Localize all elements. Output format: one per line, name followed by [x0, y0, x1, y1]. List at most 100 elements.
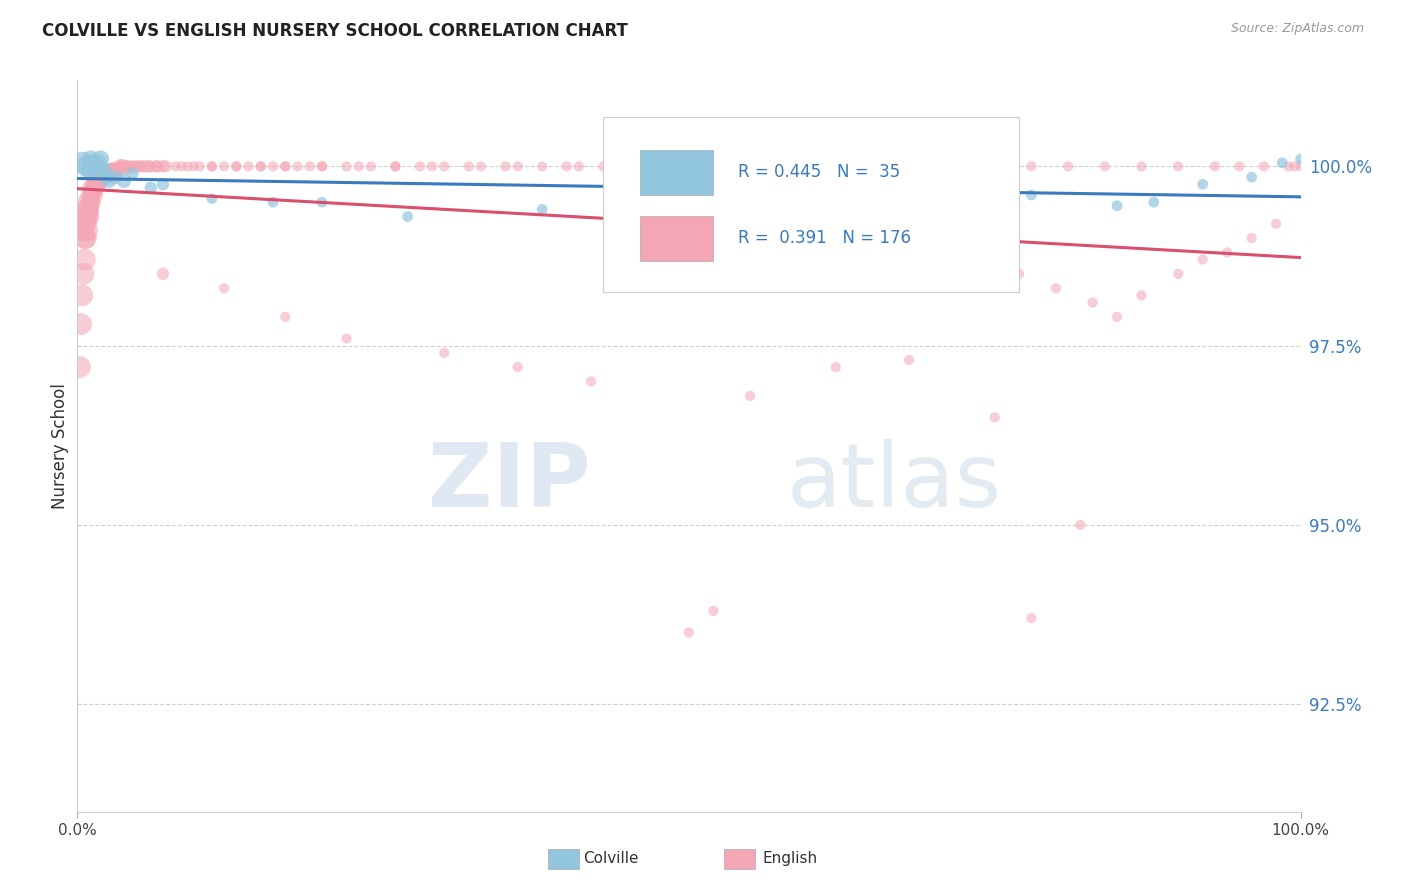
Point — [105, 162, 128, 177]
Point — [1094, 159, 1116, 173]
Point — [73, 231, 96, 245]
Point — [75, 210, 97, 224]
Point — [70, 288, 93, 302]
Point — [1057, 159, 1080, 173]
Point — [250, 159, 273, 173]
Point — [654, 159, 676, 173]
Point — [984, 410, 1007, 425]
Point — [690, 159, 713, 173]
Point — [873, 202, 896, 217]
Point — [678, 195, 700, 210]
Point — [89, 174, 111, 188]
Point — [1289, 152, 1312, 166]
Point — [139, 159, 162, 173]
Point — [93, 167, 115, 181]
Point — [1069, 517, 1091, 532]
Point — [1204, 159, 1226, 173]
Point — [506, 159, 529, 173]
Point — [80, 185, 103, 199]
Point — [79, 202, 101, 217]
Point — [617, 159, 640, 173]
Point — [69, 360, 91, 375]
Point — [97, 165, 120, 179]
Point — [98, 163, 121, 178]
Point — [1265, 217, 1288, 231]
Text: R = 0.445   N =  35: R = 0.445 N = 35 — [738, 163, 900, 181]
Point — [922, 238, 945, 252]
Point — [311, 159, 333, 173]
Point — [250, 159, 273, 173]
Point — [98, 174, 121, 188]
Point — [86, 178, 108, 192]
Point — [873, 159, 896, 173]
Point — [107, 162, 129, 177]
Point — [274, 159, 297, 173]
Point — [727, 159, 749, 173]
Point — [76, 159, 98, 173]
Point — [1167, 267, 1189, 281]
Point — [409, 159, 432, 173]
Point — [212, 281, 235, 295]
Point — [959, 252, 981, 267]
Point — [740, 389, 762, 403]
Point — [347, 159, 370, 173]
Point — [82, 155, 104, 169]
Point — [1008, 267, 1031, 281]
Point — [201, 159, 224, 173]
Point — [104, 162, 127, 177]
Point — [83, 178, 105, 192]
Point — [94, 167, 117, 181]
Point — [886, 224, 908, 238]
Point — [75, 231, 97, 245]
Point — [1191, 178, 1213, 192]
Point — [1271, 155, 1294, 169]
Point — [311, 159, 333, 173]
Point — [225, 159, 247, 173]
Point — [84, 179, 107, 194]
Point — [86, 178, 108, 192]
Point — [1130, 159, 1153, 173]
Point — [118, 161, 141, 175]
Text: ZIP: ZIP — [429, 439, 591, 526]
Point — [898, 353, 921, 368]
Bar — [640, 150, 713, 195]
Point — [678, 159, 700, 173]
Point — [96, 167, 118, 181]
Point — [555, 159, 578, 173]
Point — [837, 159, 859, 173]
Point — [176, 159, 198, 173]
Text: Colville: Colville — [583, 852, 638, 866]
Point — [111, 159, 134, 173]
Point — [152, 178, 174, 192]
Point — [77, 202, 100, 217]
Point — [80, 181, 103, 195]
Point — [96, 167, 118, 181]
Point — [702, 604, 724, 618]
Point — [90, 152, 112, 166]
Point — [335, 331, 357, 345]
Point — [678, 625, 700, 640]
Point — [1081, 295, 1104, 310]
Point — [90, 170, 112, 185]
Point — [77, 210, 100, 224]
Point — [188, 159, 211, 173]
Point — [1021, 188, 1043, 202]
Point — [420, 159, 443, 173]
Point — [70, 317, 93, 331]
Point — [212, 159, 235, 173]
Point — [298, 159, 321, 173]
Point — [592, 159, 614, 173]
Point — [75, 217, 97, 231]
Point — [98, 167, 121, 181]
Point — [714, 174, 737, 188]
Point — [568, 159, 591, 173]
Point — [605, 199, 627, 213]
Point — [274, 159, 297, 173]
Point — [1229, 159, 1251, 173]
Point — [82, 185, 104, 199]
Point — [93, 162, 115, 177]
Point — [1107, 199, 1129, 213]
Point — [91, 170, 114, 185]
Point — [108, 159, 131, 173]
Point — [170, 159, 193, 173]
